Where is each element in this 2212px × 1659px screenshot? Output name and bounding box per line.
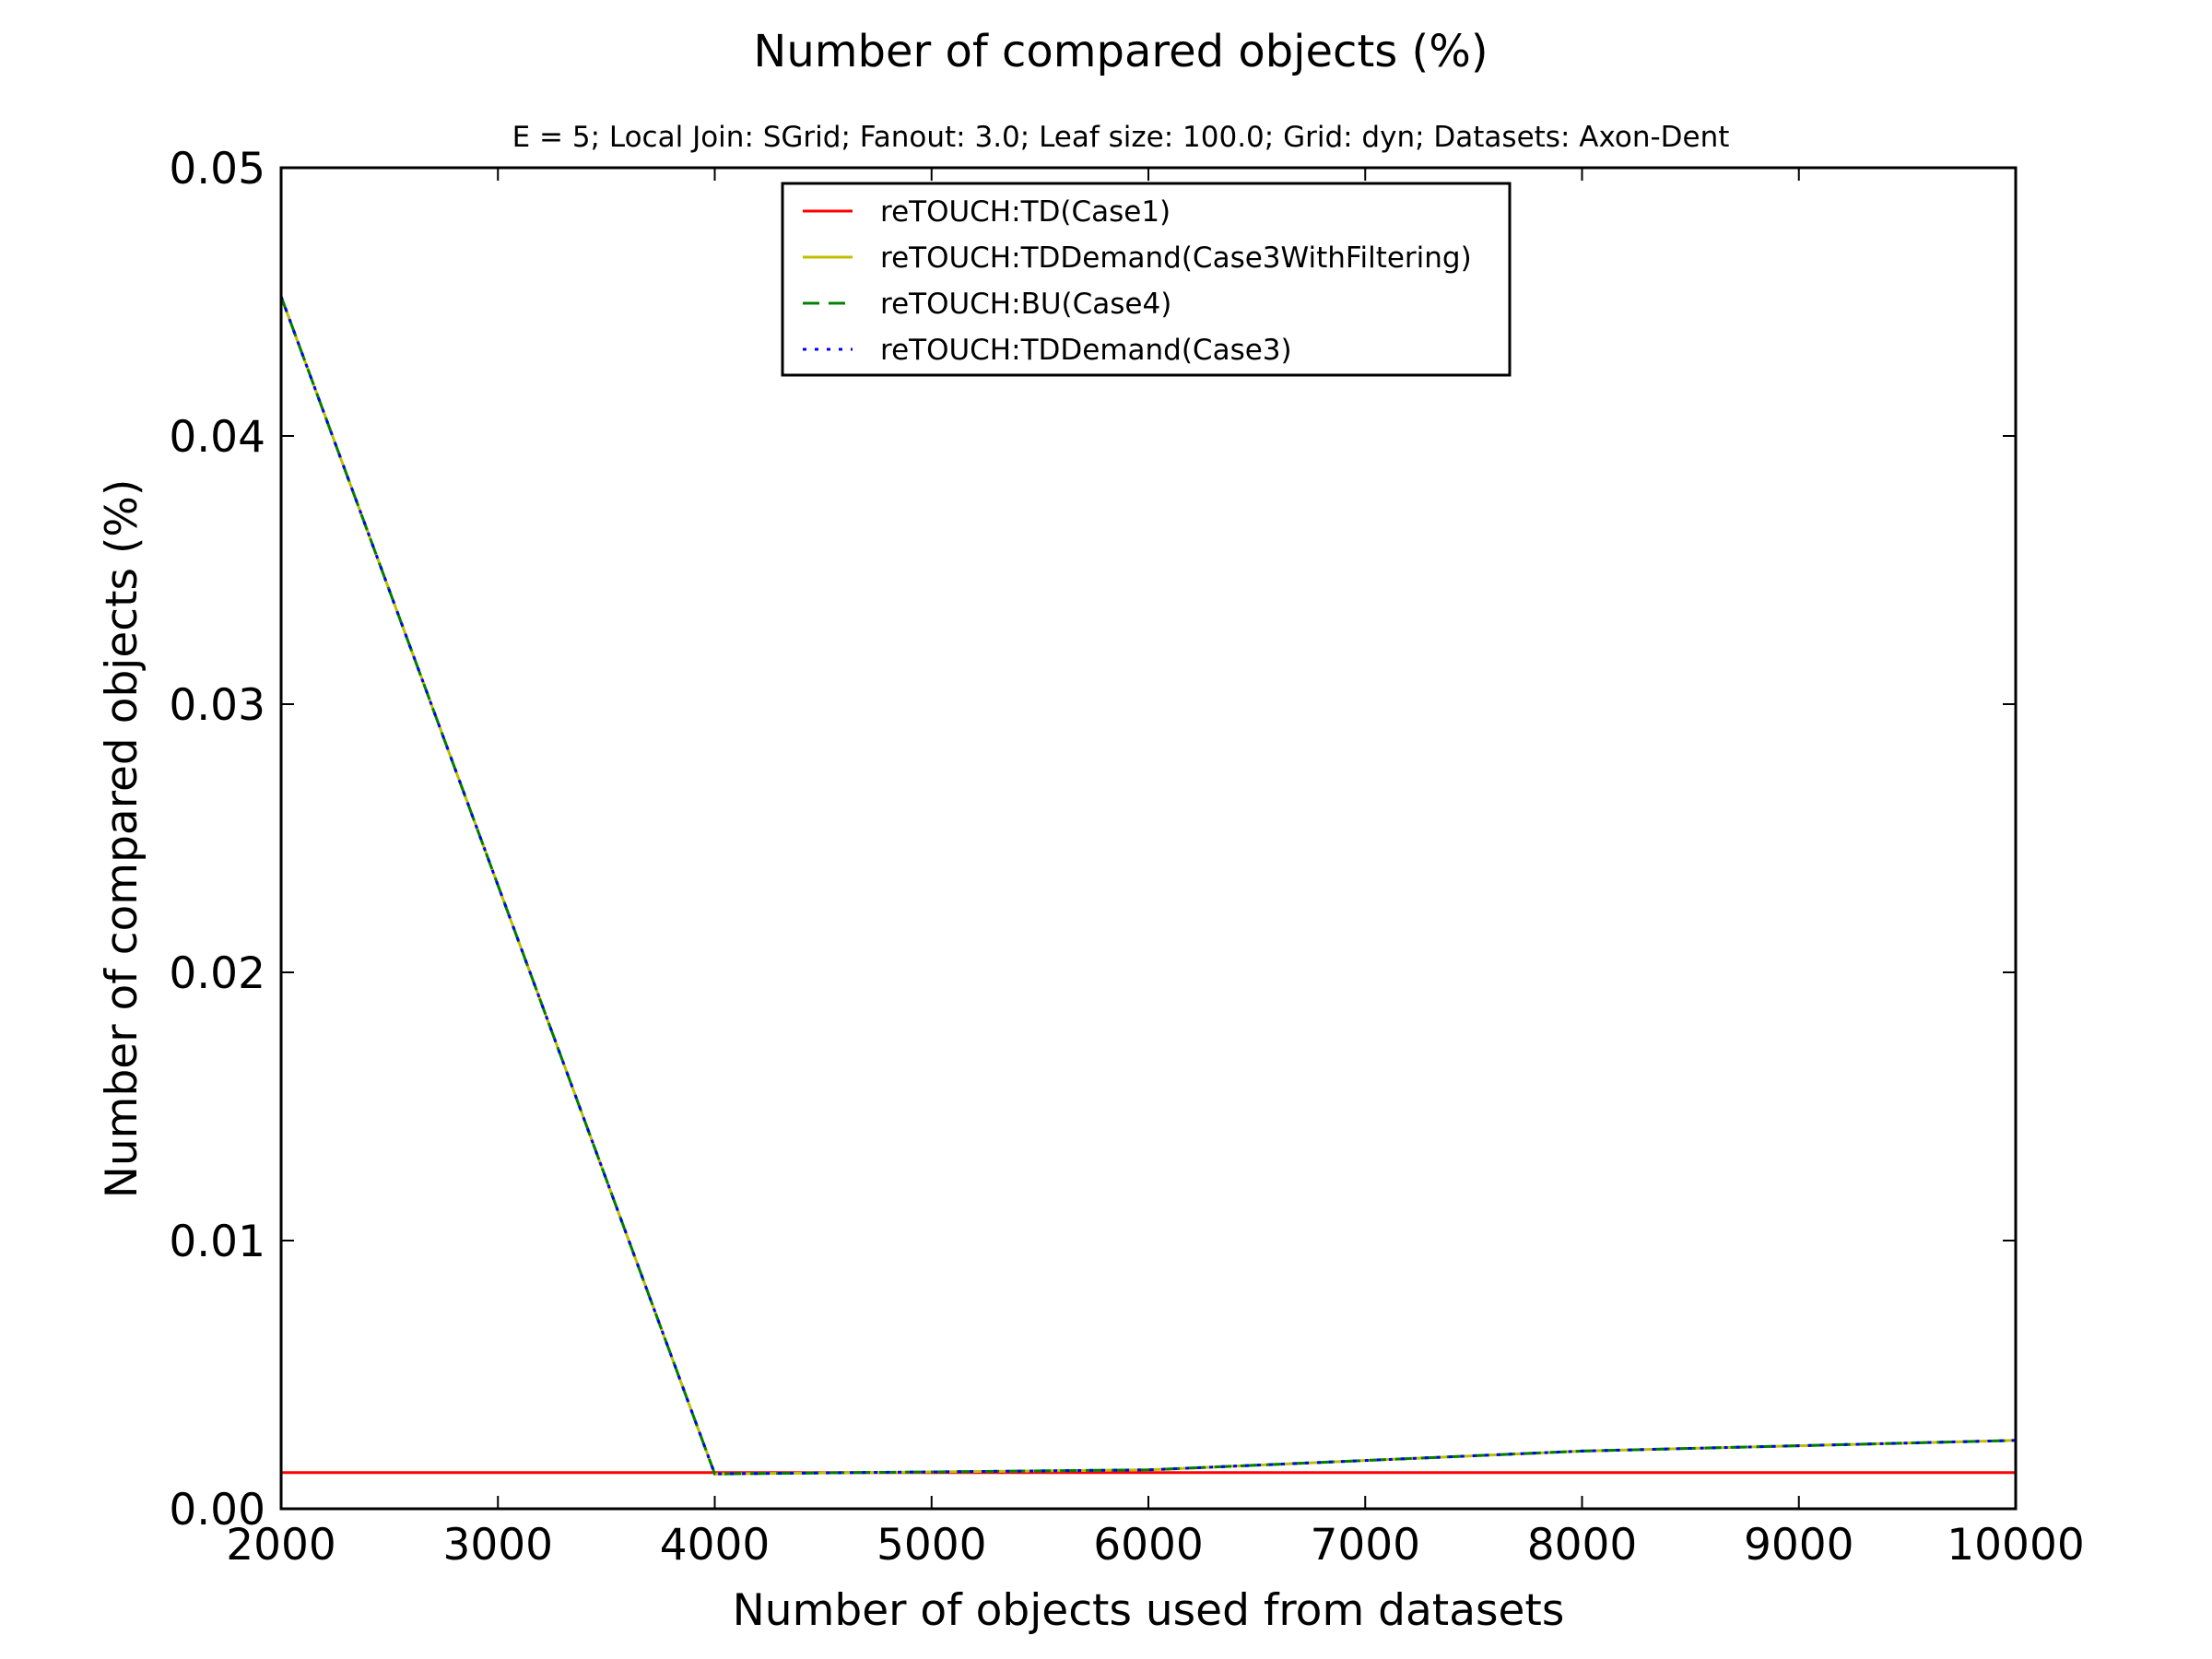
y-tick-label: 0.00 bbox=[169, 1485, 265, 1535]
x-tick-label: 8000 bbox=[1527, 1520, 1638, 1571]
x-tick-label: 4000 bbox=[660, 1520, 771, 1571]
y-tick-label: 0.02 bbox=[169, 948, 265, 999]
y-tick-labels: 0.00 0.01 0.02 0.03 0.04 0.05 bbox=[169, 144, 265, 1535]
x-tick-label: 5000 bbox=[877, 1520, 987, 1571]
legend-box bbox=[781, 182, 1512, 377]
plot-lines bbox=[279, 296, 2017, 1476]
y-tick-label: 0.04 bbox=[169, 412, 265, 463]
x-tick-label: 2000 bbox=[226, 1520, 336, 1571]
legend-label: reTOUCH:TDDemand(Case3WithFiltering) bbox=[880, 241, 1472, 275]
x-axis-label: Number of objects used from datasets bbox=[733, 1585, 1565, 1636]
plot-frame bbox=[279, 166, 2018, 1511]
chart-subtitle: E = 5; Local Join: SGrid; Fanout: 3.0; L… bbox=[512, 121, 1730, 154]
legend-label: reTOUCH:TD(Case1) bbox=[880, 195, 1171, 229]
y-tick-label: 0.03 bbox=[169, 680, 265, 731]
y-tick-label: 0.01 bbox=[169, 1217, 265, 1267]
y-axis-label: Number of compared objects (%) bbox=[97, 479, 147, 1199]
series-line-2 bbox=[279, 296, 2017, 1476]
x-tick-label: 3000 bbox=[442, 1520, 553, 1571]
legend-label: reTOUCH:BU(Case4) bbox=[880, 288, 1171, 321]
series-line-3 bbox=[279, 296, 2017, 1476]
legend: reTOUCH:TD(Case1) reTOUCH:TDDemand(Case3W… bbox=[781, 182, 1512, 377]
chart-title: Number of compared objects (%) bbox=[753, 26, 1488, 77]
x-tick-label: 6000 bbox=[1093, 1520, 1204, 1571]
x-tick-label: 7000 bbox=[1310, 1520, 1420, 1571]
x-tick-label: 10000 bbox=[1947, 1520, 2085, 1571]
series-line-4 bbox=[279, 296, 2017, 1476]
legend-label: reTOUCH:TDDemand(Case3) bbox=[880, 334, 1292, 367]
x-tick-label: 9000 bbox=[1744, 1520, 1854, 1571]
y-tick-label: 0.05 bbox=[169, 144, 265, 194]
x-tick-labels: 2000 3000 4000 5000 6000 7000 8000 9000 10000 bbox=[226, 1520, 2085, 1571]
